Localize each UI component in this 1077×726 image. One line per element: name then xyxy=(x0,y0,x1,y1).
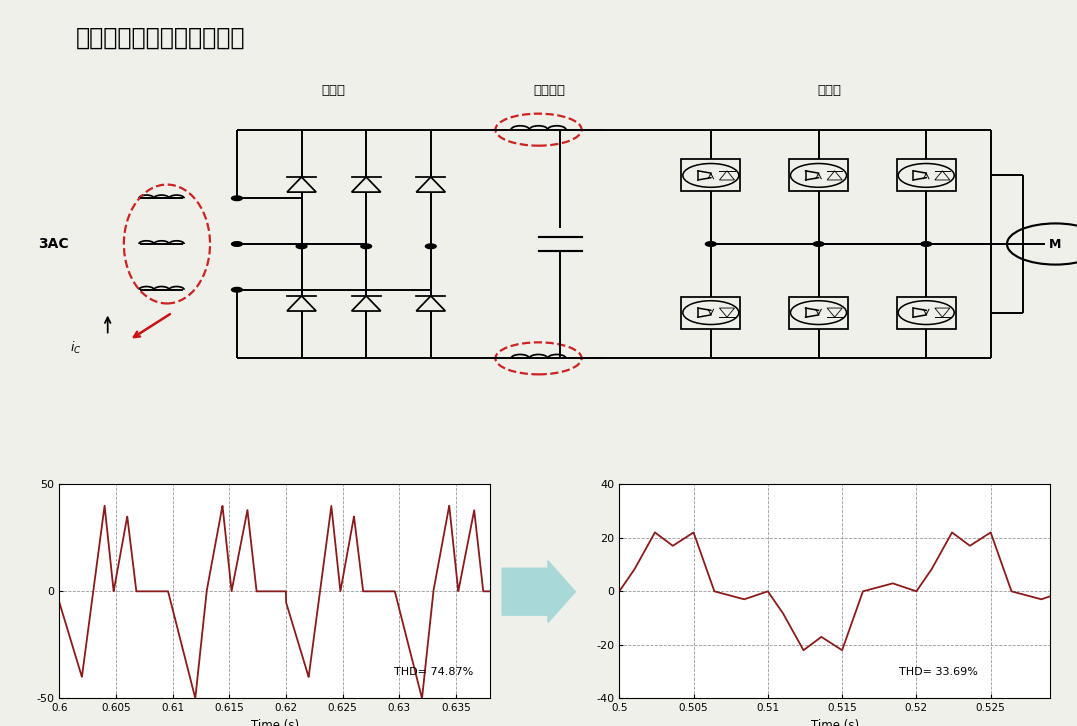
Circle shape xyxy=(232,287,242,292)
Text: THD= 33.69%: THD= 33.69% xyxy=(899,667,978,677)
Bar xyxy=(788,160,849,192)
Circle shape xyxy=(232,242,242,246)
Text: $i_C$: $i_C$ xyxy=(70,340,82,356)
Circle shape xyxy=(921,242,932,246)
Text: 3AC: 3AC xyxy=(38,237,68,251)
Bar xyxy=(788,297,849,329)
Text: 直流回路: 直流回路 xyxy=(533,84,565,97)
Text: 变频器电抗器的选择和作用: 变频器电抗器的选择和作用 xyxy=(75,25,244,49)
Bar xyxy=(681,160,741,192)
FancyArrow shape xyxy=(502,560,575,622)
Text: M: M xyxy=(1049,237,1062,250)
X-axis label: Time (s): Time (s) xyxy=(811,719,858,726)
Circle shape xyxy=(813,242,824,246)
Circle shape xyxy=(361,244,372,248)
Text: THD= 74.87%: THD= 74.87% xyxy=(393,667,473,677)
Circle shape xyxy=(296,244,307,248)
Bar xyxy=(896,297,956,329)
Bar xyxy=(896,160,956,192)
Bar xyxy=(681,297,741,329)
X-axis label: Time (s): Time (s) xyxy=(251,719,298,726)
Circle shape xyxy=(232,196,242,200)
Text: 整流桥: 整流桥 xyxy=(322,84,346,97)
Text: 逆变器: 逆变器 xyxy=(817,84,841,97)
Circle shape xyxy=(425,244,436,248)
Circle shape xyxy=(705,242,716,246)
